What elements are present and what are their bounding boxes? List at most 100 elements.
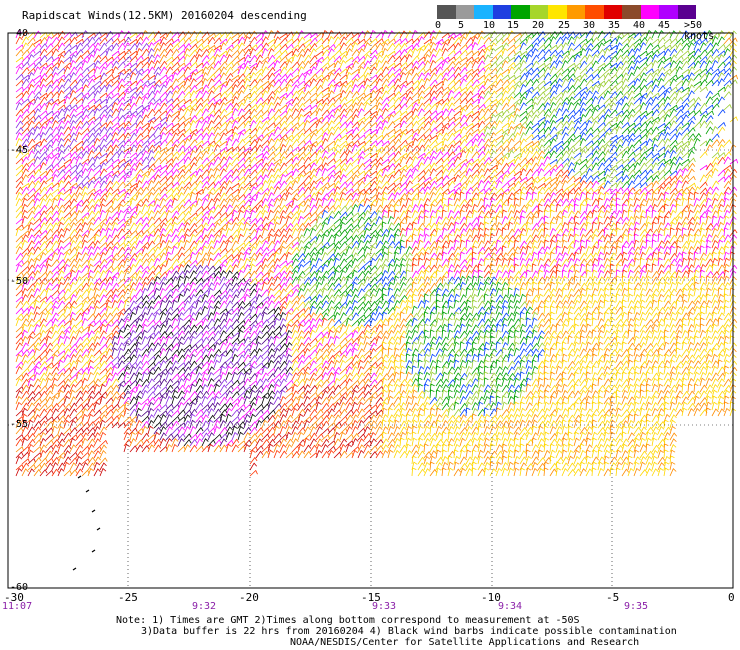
wind-barb [508,163,515,170]
wind-barb [460,252,465,260]
wind-barb [64,206,71,213]
wind-barb [706,116,713,122]
wind-barb [688,258,693,266]
wind-barb [682,258,687,266]
wind-barb [412,169,418,176]
wind-barb [118,43,125,50]
wind-barb [472,164,479,170]
wind-barb [64,121,71,128]
wind-barb [22,216,28,224]
wind-barb [58,158,65,165]
wind-barb [214,212,221,218]
wind-barb [208,133,215,140]
wind-barb [82,205,89,212]
wind-barb [76,74,83,80]
wind-barb [292,109,299,116]
wind-barb [700,43,706,50]
wind-barb [616,228,621,236]
wind-barb [328,104,335,110]
wind-barb [484,133,490,140]
wind-barb [286,235,293,242]
wind-barb [526,127,532,134]
wind-barb [226,199,233,206]
wind-barb [526,151,533,158]
wind-barb [436,187,443,194]
wind-barb [214,248,221,254]
wind-barb [694,223,700,231]
wind-barb [280,199,286,207]
wind-barb [214,133,221,140]
wind-barb [16,182,23,188]
wind-barb [178,134,185,140]
wind-barb [304,157,311,164]
wind-barb [562,133,568,140]
wind-barb [406,277,413,284]
wind-barb [382,222,386,230]
wind-barb [166,49,173,56]
wind-barb [610,110,617,116]
wind-barb [406,169,413,176]
wind-barb [628,103,634,110]
wind-barb [136,73,142,80]
wind-barb [448,247,455,254]
wind-barb [502,103,509,110]
wind-barb [370,223,377,230]
wind-barb [496,152,503,158]
wind-barb [346,91,353,98]
wind-barb [286,176,293,182]
wind-barb [88,151,94,158]
wind-barb [406,97,413,104]
wind-barb [412,271,419,278]
wind-barb [418,109,424,116]
wind-barb [706,91,713,98]
wind-barb [112,175,118,182]
wind-barb [454,240,459,248]
wind-barb [460,68,467,74]
wind-barb [586,182,593,189]
wind-barb [160,85,167,92]
wind-barb [46,264,52,272]
wind-barb [706,121,713,128]
wind-barb [286,145,293,152]
wind-barb [148,217,155,224]
wind-barb [166,258,172,266]
wind-barb [334,37,341,44]
wind-barb [610,176,617,182]
wind-barb [436,258,441,266]
wind-barb [418,277,424,284]
wind-barb [520,265,526,272]
wind-barb [574,103,580,110]
wind-barb [40,205,47,212]
wind-barb [646,222,651,230]
wind-barb [16,121,23,128]
wind-barb [514,68,521,74]
wind-barb [490,241,497,248]
wind-barb [214,80,221,86]
wind-barb [340,206,347,212]
wind-barb [202,266,209,272]
wind-barb [466,240,470,248]
wind-barb [220,103,226,110]
wind-barb [556,109,562,116]
wind-barb [634,67,640,74]
wind-barb [82,253,88,260]
wind-barb [532,55,539,62]
wind-barb [700,205,706,212]
wind-barb [70,146,77,152]
wind-barb [226,157,232,164]
wind-barb [556,68,563,74]
wind-barb [184,86,191,92]
wind-barb [190,235,196,243]
wind-barb [568,176,575,182]
wind-barb [106,228,112,236]
wind-barb [628,73,634,80]
wind-barb [28,241,35,248]
wind-barb [682,169,688,176]
wind-barb [604,271,610,278]
wind-barb [112,229,118,236]
wind-barb [208,217,214,224]
wind-barb [670,246,675,254]
wind-barb [154,205,160,212]
wind-barb [304,218,311,225]
wind-barb [310,205,317,212]
